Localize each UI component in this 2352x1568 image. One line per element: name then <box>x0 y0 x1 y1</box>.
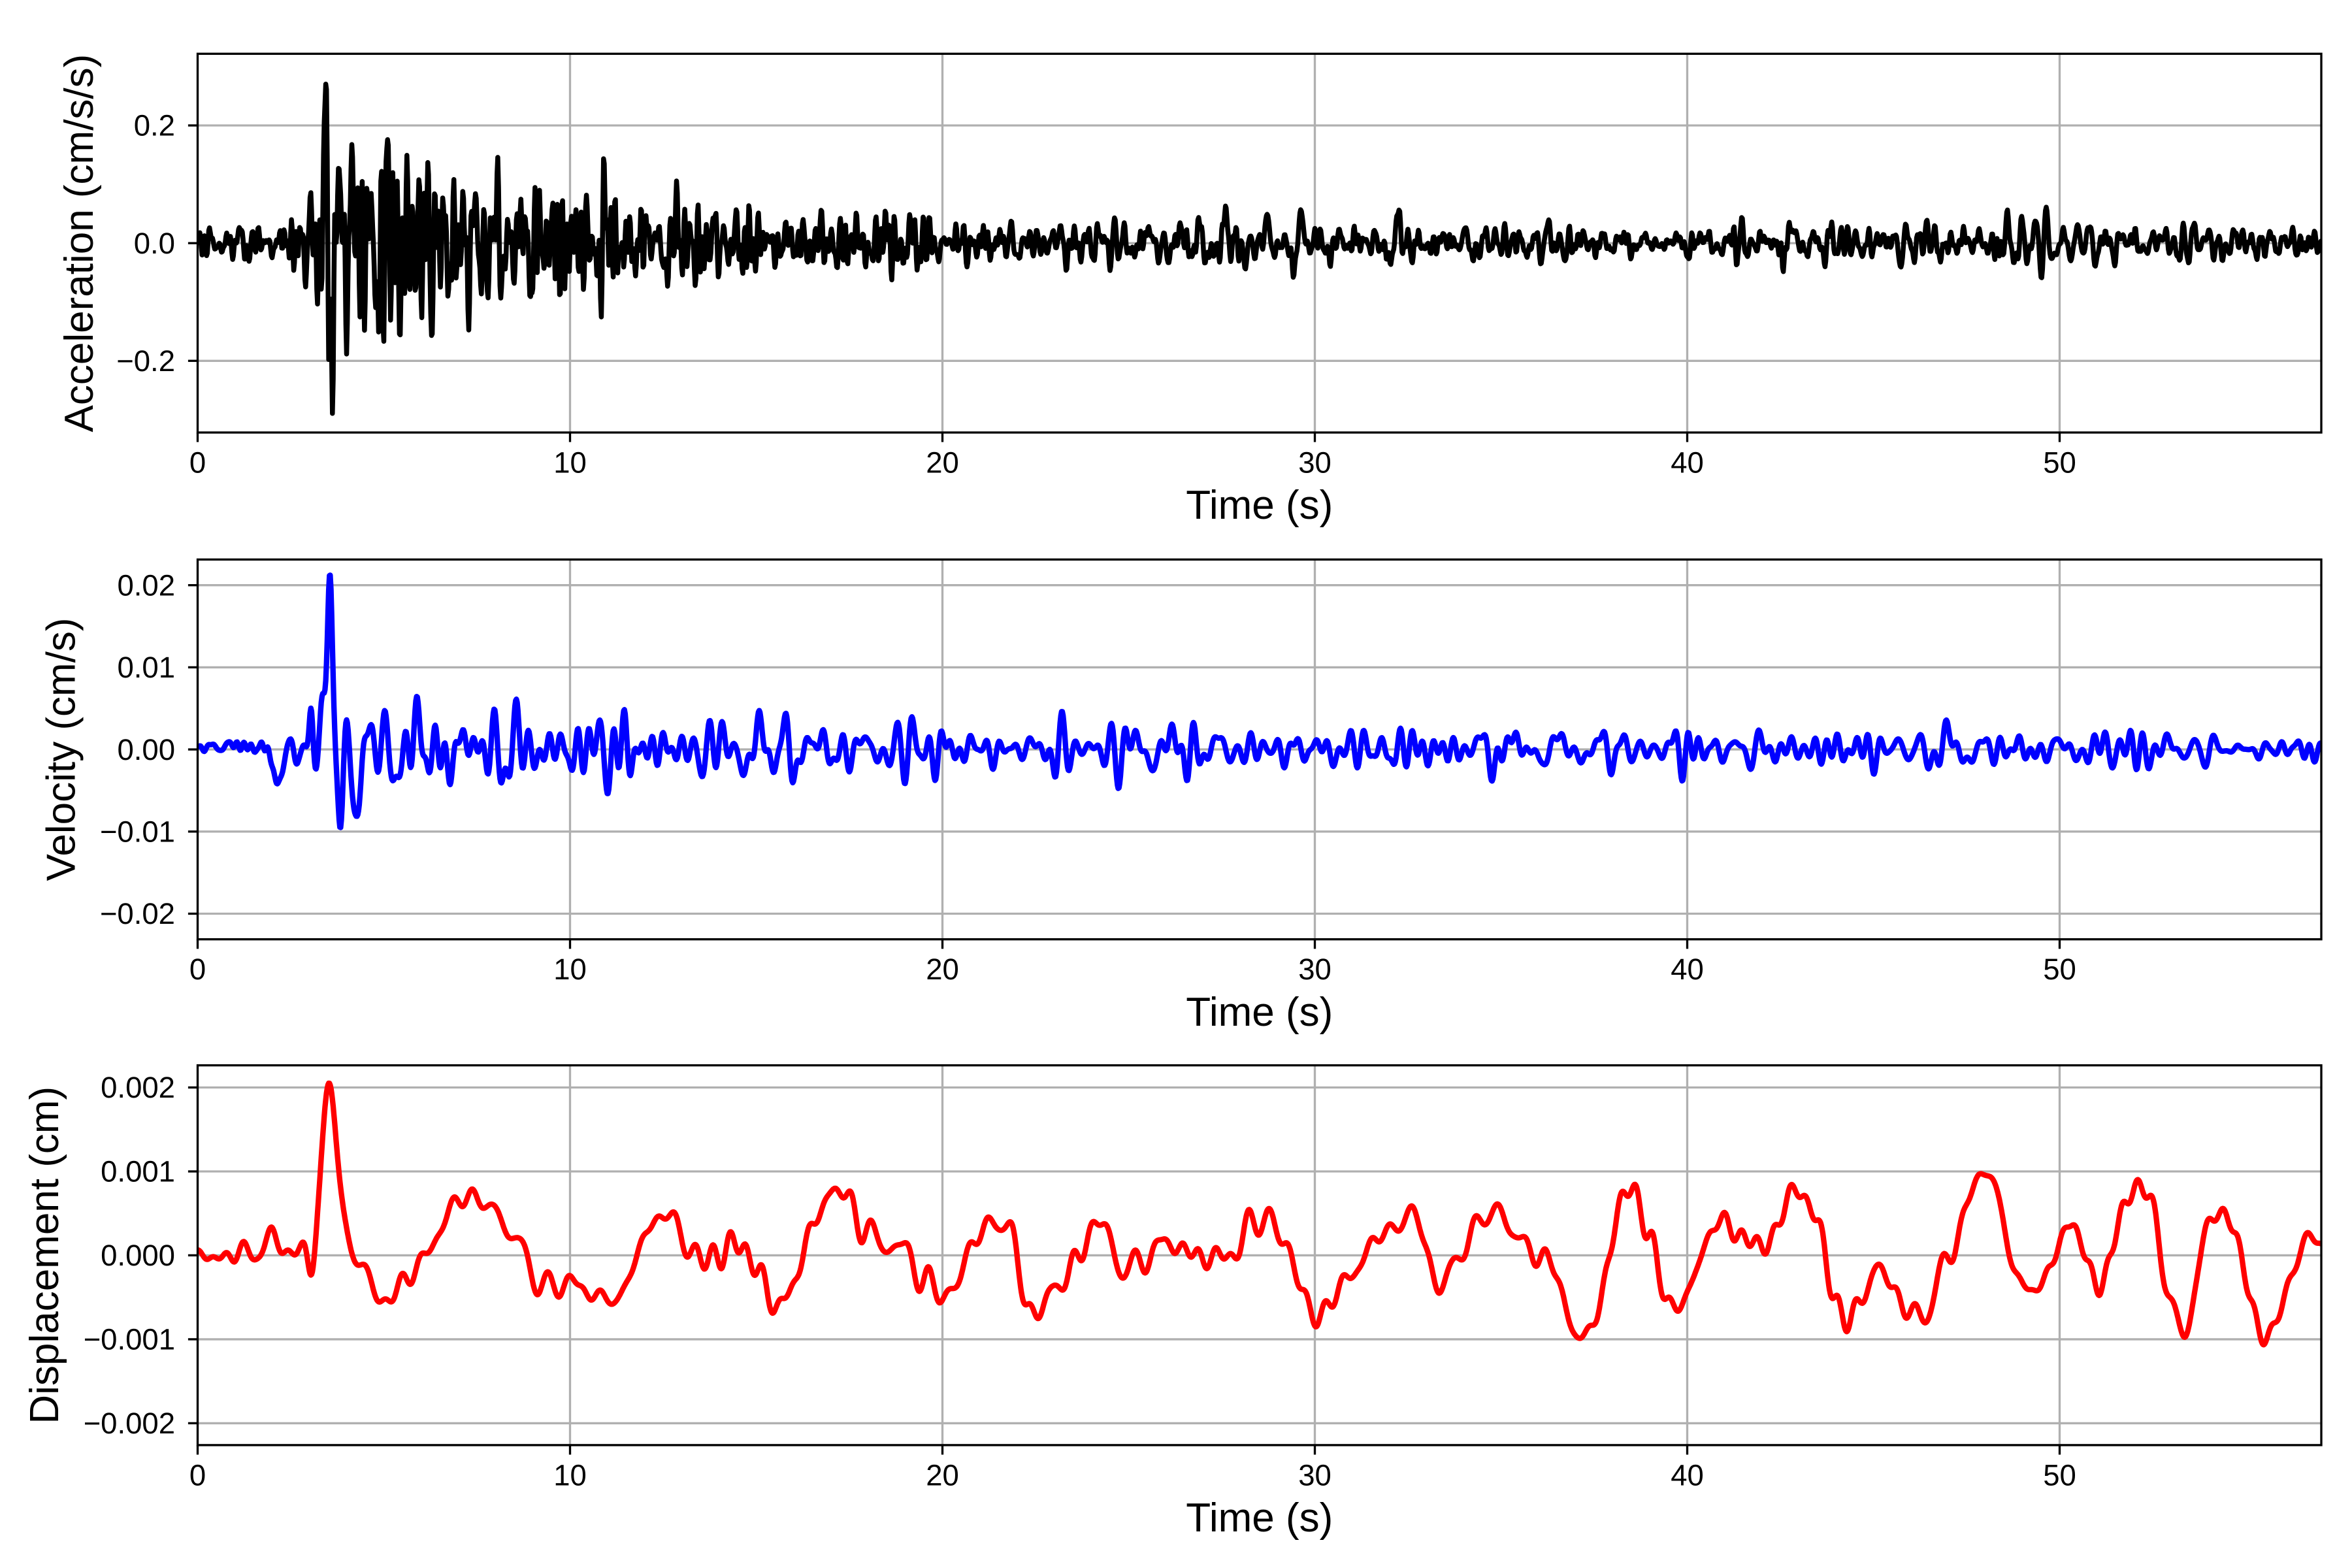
svg-text:0.00: 0.00 <box>117 733 175 766</box>
svg-text:20: 20 <box>926 1458 959 1492</box>
svg-text:30: 30 <box>1298 1458 1331 1492</box>
svg-text:−0.2: −0.2 <box>116 344 175 378</box>
svg-text:−0.01: −0.01 <box>100 815 175 849</box>
svg-text:30: 30 <box>1298 446 1331 480</box>
svg-text:Velocity (cm/s): Velocity (cm/s) <box>39 617 84 881</box>
svg-text:Acceleration (cm/s/s): Acceleration (cm/s/s) <box>57 54 102 433</box>
svg-text:−0.02: −0.02 <box>100 897 175 930</box>
svg-text:50: 50 <box>2043 1458 2076 1492</box>
svg-text:Time (s): Time (s) <box>1186 990 1333 1035</box>
svg-text:Time (s): Time (s) <box>1186 1495 1333 1541</box>
svg-text:0: 0 <box>189 1458 206 1492</box>
svg-text:10: 10 <box>553 1458 587 1492</box>
svg-text:0.001: 0.001 <box>101 1155 175 1188</box>
svg-text:0.01: 0.01 <box>117 651 175 684</box>
svg-text:50: 50 <box>2043 953 2076 986</box>
svg-text:0.000: 0.000 <box>101 1239 175 1272</box>
svg-text:10: 10 <box>553 446 587 480</box>
svg-text:30: 30 <box>1298 953 1331 986</box>
svg-text:0.0: 0.0 <box>134 227 175 260</box>
svg-text:40: 40 <box>1671 446 1704 480</box>
svg-text:20: 20 <box>926 446 959 480</box>
svg-text:−0.001: −0.001 <box>84 1323 175 1356</box>
svg-text:0.002: 0.002 <box>101 1071 175 1104</box>
svg-text:20: 20 <box>926 953 959 986</box>
svg-text:Displacement (cm): Displacement (cm) <box>22 1086 67 1424</box>
svg-text:0.02: 0.02 <box>117 568 175 602</box>
svg-text:0: 0 <box>189 446 206 480</box>
svg-text:40: 40 <box>1671 1458 1704 1492</box>
svg-text:10: 10 <box>553 953 587 986</box>
svg-text:50: 50 <box>2043 446 2076 480</box>
svg-text:−0.002: −0.002 <box>84 1407 175 1440</box>
svg-text:Time (s): Time (s) <box>1186 483 1333 528</box>
svg-text:0.2: 0.2 <box>134 109 175 142</box>
svg-text:40: 40 <box>1671 953 1704 986</box>
svg-text:0: 0 <box>189 953 206 986</box>
